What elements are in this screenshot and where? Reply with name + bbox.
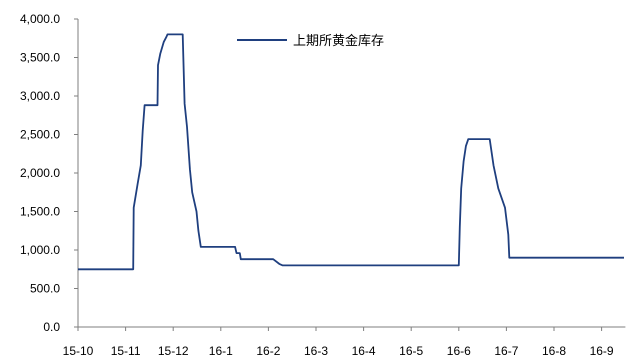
series-layer	[78, 33, 624, 271]
x-tick-label: 16-6	[447, 344, 471, 356]
x-tick-label: 16-9	[590, 344, 614, 356]
x-tick-label: 16-3	[304, 344, 328, 356]
x-tick-label: 15-11	[111, 344, 141, 356]
legend: 上期所黄金库存	[237, 33, 384, 49]
y-tick-label: 1,500.0	[20, 205, 60, 219]
legend-label: 上期所黄金库存	[293, 33, 384, 49]
y-tick-label: 3,500.0	[20, 51, 60, 65]
x-tick-label: 16-7	[494, 344, 518, 356]
y-tick-label: 2,500.0	[20, 128, 60, 142]
x-tick-label: 16-4	[352, 344, 376, 356]
y-tick-label: 3,000.0	[20, 89, 60, 103]
y-tick-label: 1,000.0	[20, 243, 60, 257]
y-axis-tick-labels: 0.0 500.0 1,000.0 1,500.0 2,000.0 2,500.0 3,00…	[20, 12, 60, 334]
x-axis-tick-labels: 15-10 15-11 15-12 16-1 16-2 16-3 16-4 16-5 16-6 1…	[63, 344, 614, 356]
series-line-0	[78, 33, 624, 271]
x-tick-label: 16-2	[256, 344, 280, 356]
x-tick-label: 15-12	[158, 344, 189, 356]
axes	[74, 18, 626, 331]
y-tick-label: 2,000.0	[20, 166, 60, 180]
y-tick-label: 0.0	[43, 320, 60, 334]
y-tick-label: 4,000.0	[20, 12, 60, 26]
x-tick-label: 16-8	[542, 344, 566, 356]
x-tick-label: 16-1	[209, 344, 233, 356]
x-tick-label: 15-10	[63, 344, 94, 356]
y-tick-label: 500.0	[30, 282, 60, 296]
x-tick-label: 16-5	[399, 344, 423, 356]
